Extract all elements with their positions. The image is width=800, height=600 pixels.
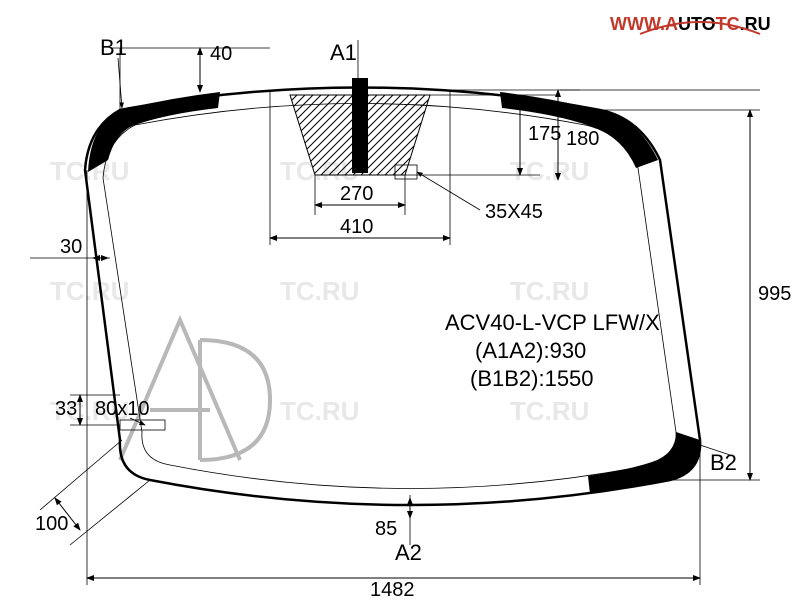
corner-bottom-right (588, 432, 700, 494)
svg-text:TC.RU: TC.RU (280, 276, 359, 306)
svg-text:TC.RU: TC.RU (510, 276, 589, 306)
svg-text:WWW.AUTOTC.RU: WWW.AUTOTC.RU (610, 14, 771, 34)
dim-100: 100 (35, 513, 68, 535)
windshield-diagram: TC.RU TC.RU TC.RU TC.RU TC.RU TC.RU TC.R… (0, 0, 800, 600)
svg-text:TC.RU: TC.RU (50, 276, 129, 306)
arc-a1a2: (A1A2):930 (475, 338, 586, 363)
dim-33: 33 (55, 398, 77, 420)
label-a1: A1 (330, 40, 357, 65)
dim-top-offset-val: 40 (210, 43, 232, 65)
dim-175: 175 (528, 123, 561, 145)
dim-270: 270 (340, 183, 373, 205)
label-b2: B2 (710, 450, 737, 475)
dim-1482: 1482 (370, 579, 415, 600)
svg-text:TC.RU: TC.RU (510, 396, 589, 426)
dim-180: 180 (566, 128, 599, 150)
dim-410: 410 (340, 216, 373, 238)
svg-text:TC.RU: TC.RU (280, 396, 359, 426)
dim-30: 30 (60, 236, 82, 258)
dim-80x10: 80x10 (95, 398, 150, 420)
part-number: ACV40-L-VCP LFW/X (445, 310, 660, 335)
label-a2: A2 (395, 540, 422, 565)
dim-35x45: 35X45 (485, 201, 543, 223)
logo-outline (120, 320, 270, 460)
corner-top-left (88, 92, 220, 172)
url-watermark: WWW.AUTOTC.RU (610, 14, 771, 34)
dim-85: 85 (375, 518, 397, 540)
label-b1: B1 (100, 35, 127, 60)
dim-995: 995 (758, 283, 791, 305)
sensor-area (290, 95, 430, 175)
svg-text:TC.RU: TC.RU (510, 156, 589, 186)
arc-b1b2: (B1B2):1550 (470, 366, 594, 391)
